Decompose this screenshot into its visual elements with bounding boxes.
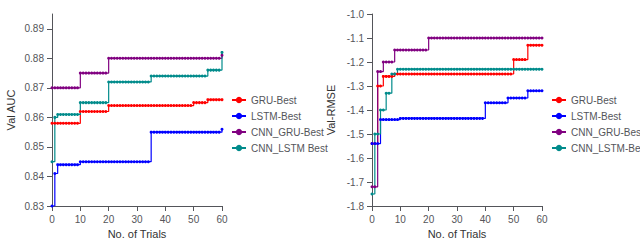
svg-text:0.87: 0.87 (25, 82, 45, 93)
svg-text:0.83: 0.83 (25, 201, 45, 212)
svg-text:60: 60 (536, 214, 548, 225)
svg-text:-1.0: -1.0 (347, 9, 365, 20)
svg-text:-1.5: -1.5 (347, 129, 365, 140)
svg-text:60: 60 (216, 214, 228, 225)
svg-text:LSTM-Best: LSTM-Best (251, 111, 301, 122)
svg-text:10: 10 (395, 214, 407, 225)
svg-text:0.85: 0.85 (25, 141, 45, 152)
svg-text:10: 10 (75, 214, 87, 225)
svg-text:-1.1: -1.1 (347, 33, 365, 44)
svg-text:40: 40 (160, 214, 172, 225)
svg-text:CNN_LSTM-Best: CNN_LSTM-Best (571, 143, 640, 154)
svg-text:-1.6: -1.6 (347, 153, 365, 164)
svg-text:No. of Trials: No. of Trials (108, 228, 167, 240)
svg-text:GRU-Best: GRU-Best (571, 95, 617, 106)
svg-text:LSTM-Best: LSTM-Best (571, 111, 621, 122)
svg-text:-1.3: -1.3 (347, 81, 365, 92)
svg-text:Val AUC: Val AUC (5, 90, 17, 131)
svg-text:CNN_GRU-Best: CNN_GRU-Best (571, 127, 640, 138)
svg-text:20: 20 (423, 214, 435, 225)
svg-text:30: 30 (131, 214, 143, 225)
svg-text:CNN_GRU-Best: CNN_GRU-Best (251, 127, 324, 138)
svg-text:30: 30 (451, 214, 463, 225)
svg-text:40: 40 (480, 214, 492, 225)
svg-text:0.86: 0.86 (25, 112, 45, 123)
svg-text:-1.4: -1.4 (347, 105, 365, 116)
svg-text:50: 50 (188, 214, 200, 225)
svg-text:-1.8: -1.8 (347, 201, 365, 212)
svg-text:0.89: 0.89 (25, 23, 45, 34)
svg-text:0.84: 0.84 (25, 171, 45, 182)
svg-text:GRU-Best: GRU-Best (251, 95, 297, 106)
svg-text:CNN_LSTM Best: CNN_LSTM Best (251, 143, 328, 154)
svg-text:50: 50 (508, 214, 520, 225)
svg-text:20: 20 (103, 214, 115, 225)
svg-text:0.88: 0.88 (25, 53, 45, 64)
svg-text:-1.2: -1.2 (347, 57, 365, 68)
svg-text:No. of Trials: No. of Trials (428, 228, 487, 240)
svg-text:0: 0 (49, 214, 55, 225)
svg-text:Val-RMSE: Val-RMSE (325, 85, 337, 136)
svg-text:0: 0 (369, 214, 375, 225)
svg-text:-1.7: -1.7 (347, 177, 365, 188)
